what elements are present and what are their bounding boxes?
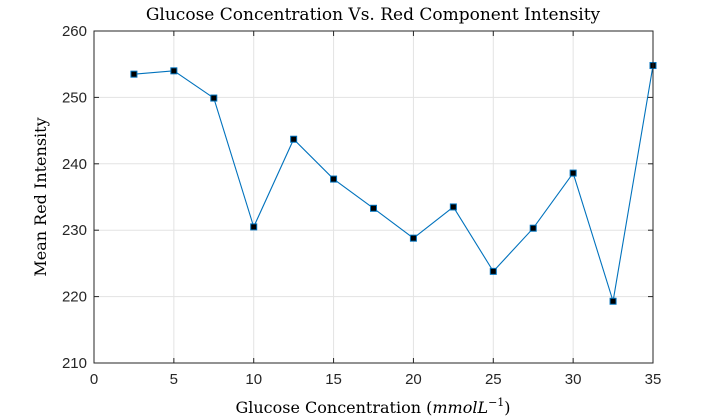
data-point	[210, 94, 218, 102]
x-axis-label-exponent: −1	[488, 396, 504, 409]
y-tick-label: 250	[62, 89, 87, 106]
data-point	[449, 203, 457, 211]
grid	[93, 30, 654, 364]
x-tick-label: 25	[485, 371, 502, 388]
data-point	[409, 234, 417, 242]
series	[130, 62, 657, 305]
data-point	[569, 169, 577, 177]
y-tick-label: 210	[62, 355, 87, 372]
x-tick-label: 5	[170, 371, 178, 388]
x-axis-label-text: Glucose Concentration (	[235, 398, 432, 417]
x-tick-label: 10	[245, 371, 262, 388]
series-line	[133, 65, 654, 302]
data-point	[290, 135, 298, 143]
x-axis-label-unit: mmolL	[432, 398, 488, 417]
y-tick-label: 230	[62, 222, 87, 239]
data-point	[489, 267, 497, 275]
data-point	[170, 67, 178, 75]
data-point	[250, 223, 258, 231]
data-point	[370, 204, 377, 212]
y-axis-label: Mean Red Intensity	[31, 117, 50, 276]
data-point	[130, 70, 138, 78]
data-point	[529, 224, 537, 232]
x-axis-label-close: )	[504, 398, 510, 417]
y-tick-label: 220	[62, 289, 87, 306]
ticks: 0 5 10 15 20 25 30 35 210 220 230 240 250 260	[62, 23, 661, 388]
x-tick-label: 15	[325, 371, 342, 388]
y-tick-label: 240	[62, 156, 87, 173]
data-point	[330, 175, 338, 183]
x-tick-label: 0	[90, 371, 98, 388]
plot-frame	[93, 30, 654, 364]
x-tick-label: 35	[645, 371, 662, 388]
data-point	[609, 297, 617, 305]
chart-title: Glucose Concentration Vs. Red Component …	[146, 5, 601, 25]
x-tick-label: 30	[565, 371, 582, 388]
x-axis-label: Glucose Concentration (mmolL−1)	[235, 396, 510, 417]
x-tick-label: 20	[405, 371, 422, 388]
y-tick-label: 260	[62, 23, 87, 40]
